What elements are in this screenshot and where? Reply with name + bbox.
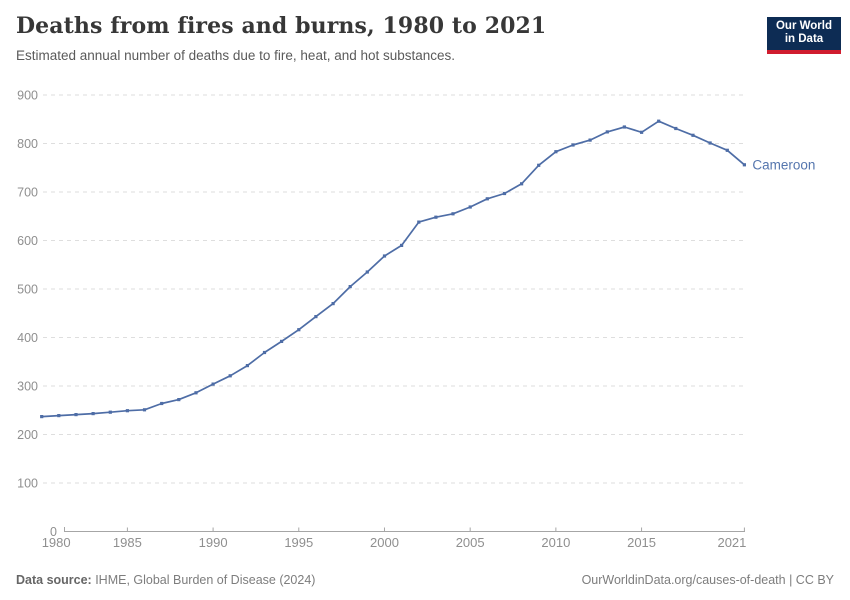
data-point (314, 315, 318, 319)
owid-logo-line1: Our World (775, 20, 832, 32)
data-point (742, 163, 746, 167)
owid-logo-text: Our World in Data (767, 17, 841, 50)
y-axis-label: 600 (17, 234, 38, 248)
y-axis-label: 500 (17, 283, 38, 297)
data-point (502, 191, 507, 196)
y-axis-label-0: 0 (50, 525, 57, 539)
data-point (485, 197, 489, 201)
data-point (211, 382, 215, 386)
data-point (348, 285, 352, 289)
data-point (40, 415, 44, 419)
y-axis-label: 300 (17, 380, 38, 394)
data-point (57, 414, 61, 418)
data-point (297, 328, 301, 332)
data-point (280, 339, 284, 343)
data-point (177, 398, 181, 402)
y-axis-label: 700 (17, 186, 38, 200)
data-point (365, 270, 369, 274)
data-point (262, 350, 267, 355)
owid-logo-bar (767, 50, 841, 54)
data-source: Data source: IHME, Global Burden of Dise… (16, 573, 315, 587)
x-axis-label: 2021 (717, 535, 746, 550)
x-axis-label: 2015 (627, 535, 656, 550)
owid-logo-line2: in Data (784, 33, 824, 45)
x-axis-label: 1990 (199, 535, 228, 550)
data-point (691, 133, 695, 137)
y-axis-label: 800 (17, 137, 38, 151)
data-point (382, 254, 387, 258)
citation-link[interactable]: OurWorldinData.org/causes-of-death | CC … (581, 573, 834, 587)
y-axis-label: 400 (17, 331, 38, 345)
data-point (125, 409, 129, 413)
data-point (400, 243, 404, 247)
x-axis-label: 2005 (456, 535, 485, 550)
data-point (91, 412, 95, 416)
x-axis-label: 2000 (370, 535, 399, 550)
data-point (417, 220, 421, 224)
line-chart: 0 100 200 300 400 500 600 700 800 900 1980 1985 1990… (17, 89, 815, 551)
data-point (708, 141, 712, 145)
y-axis-label: 100 (17, 477, 38, 491)
data-point (520, 182, 524, 186)
data-point (554, 150, 558, 154)
data-point (537, 163, 541, 167)
data-point (142, 408, 147, 412)
data-point (588, 138, 592, 142)
data-point (108, 410, 112, 414)
series-line (40, 120, 746, 418)
owid-logo: Our World in Data (767, 17, 841, 54)
data-point (640, 130, 644, 134)
data-point (674, 126, 678, 131)
data-point (451, 212, 455, 216)
chart-title: Deaths from fires and burns, 1980 to 202… (16, 13, 547, 39)
data-point (605, 130, 609, 134)
chart-header: Deaths from fires and burns, 1980 to 202… (16, 13, 750, 63)
data-point (622, 125, 626, 129)
chart-footer: Data source: IHME, Global Burden of Dise… (16, 573, 834, 587)
data-point (725, 148, 729, 152)
data-point (657, 119, 661, 123)
y-axis-label: 200 (17, 428, 38, 442)
data-point (228, 374, 232, 378)
data-point (245, 364, 249, 368)
series-label: Cameroon (752, 157, 815, 172)
data-point (160, 401, 164, 406)
data-point (74, 413, 78, 417)
x-axis-label: 2010 (541, 535, 570, 550)
data-point (571, 143, 575, 147)
data-point (194, 391, 198, 395)
data-point (331, 302, 335, 306)
x-axis-label: 1980 (42, 535, 71, 550)
data-source-text: IHME, Global Burden of Disease (2024) (91, 573, 316, 587)
data-point (468, 205, 472, 209)
y-axis-label: 900 (17, 89, 38, 103)
data-source-label: Data source: (16, 573, 92, 587)
data-point (434, 215, 438, 219)
x-axis-label: 1995 (284, 535, 313, 550)
chart-subtitle: Estimated annual number of deaths due to… (16, 48, 456, 63)
x-axis-label: 1985 (113, 535, 142, 550)
